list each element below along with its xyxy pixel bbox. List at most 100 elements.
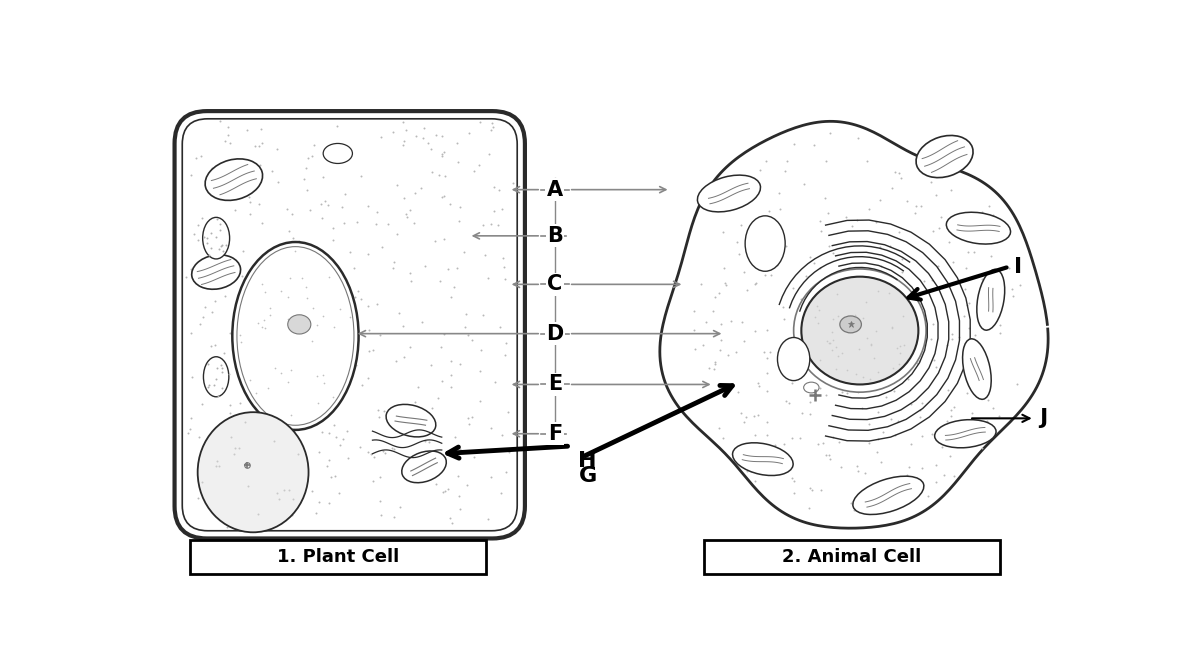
Point: [757, 385, 776, 396]
Point: [972, 231, 991, 242]
Point: [785, 138, 804, 149]
Point: [271, 346, 290, 356]
Point: [828, 311, 847, 321]
Point: [274, 439, 293, 449]
Point: [332, 202, 352, 213]
Point: [712, 335, 731, 346]
Point: [298, 314, 317, 324]
Point: [941, 405, 960, 415]
Point: [827, 289, 846, 300]
Point: [322, 472, 341, 482]
Point: [204, 503, 223, 514]
Point: [420, 437, 439, 447]
Point: [364, 452, 383, 462]
Point: [324, 322, 343, 332]
Point: [277, 416, 296, 426]
Point: [190, 432, 209, 443]
Point: [320, 498, 340, 508]
Point: [814, 437, 833, 448]
Point: [450, 491, 469, 501]
Point: [949, 332, 968, 342]
Text: B: B: [547, 226, 563, 246]
Point: [208, 214, 227, 224]
Point: [966, 330, 985, 341]
Point: [850, 343, 869, 354]
Point: [276, 268, 295, 278]
Point: [900, 462, 919, 473]
Point: [731, 408, 750, 419]
Point: [893, 267, 912, 278]
Point: [816, 155, 835, 166]
Point: [852, 402, 871, 413]
Point: [965, 246, 984, 257]
Point: [942, 328, 961, 339]
Point: [278, 292, 298, 302]
Point: [385, 257, 404, 267]
Point: [732, 317, 751, 327]
Point: [252, 333, 271, 343]
Point: [886, 430, 905, 440]
Point: [852, 378, 871, 388]
Point: [196, 302, 215, 312]
Point: [202, 243, 221, 254]
Point: [816, 193, 835, 203]
Point: [847, 461, 866, 471]
Point: [407, 462, 426, 472]
Point: [887, 316, 906, 326]
Point: [764, 448, 784, 458]
Text: H: H: [578, 450, 596, 471]
Point: [448, 263, 467, 273]
Point: [288, 449, 307, 460]
Point: [838, 388, 857, 398]
Point: [209, 356, 228, 367]
Point: [370, 330, 389, 340]
Point: [269, 177, 288, 188]
Point: [769, 252, 788, 263]
Point: [730, 249, 749, 259]
Point: [982, 251, 1001, 261]
Point: [337, 426, 356, 436]
Point: [412, 183, 431, 193]
Text: 1. Plant Cell: 1. Plant Cell: [277, 548, 400, 566]
Point: [210, 218, 229, 229]
Point: [848, 465, 868, 476]
Point: [262, 454, 281, 465]
Point: [394, 193, 413, 203]
Point: [304, 303, 323, 313]
Point: [833, 387, 852, 397]
Point: [858, 333, 877, 343]
Point: [222, 191, 241, 202]
Point: [264, 336, 283, 346]
Point: [431, 276, 450, 287]
Point: [263, 372, 282, 383]
Point: [492, 430, 511, 440]
Point: [328, 121, 347, 131]
Point: [220, 424, 239, 434]
Point: [226, 431, 245, 441]
Point: [458, 413, 478, 423]
Point: [883, 323, 902, 333]
Point: [205, 296, 224, 307]
Point: [299, 153, 318, 163]
Point: [862, 340, 881, 350]
Point: [481, 218, 500, 229]
Point: [979, 221, 998, 231]
Point: [990, 320, 1009, 330]
Point: [319, 455, 338, 465]
Point: [940, 237, 959, 247]
Ellipse shape: [793, 269, 926, 392]
Point: [768, 229, 787, 239]
Point: [212, 503, 232, 514]
Point: [205, 447, 224, 457]
Ellipse shape: [802, 277, 918, 384]
Point: [434, 234, 454, 244]
Point: [233, 158, 252, 168]
Point: [428, 393, 448, 403]
Point: [846, 320, 865, 330]
Point: [1004, 291, 1024, 301]
Point: [490, 185, 509, 195]
Point: [710, 345, 730, 356]
Point: [989, 296, 1008, 306]
Point: [296, 281, 316, 292]
Point: [215, 136, 234, 146]
